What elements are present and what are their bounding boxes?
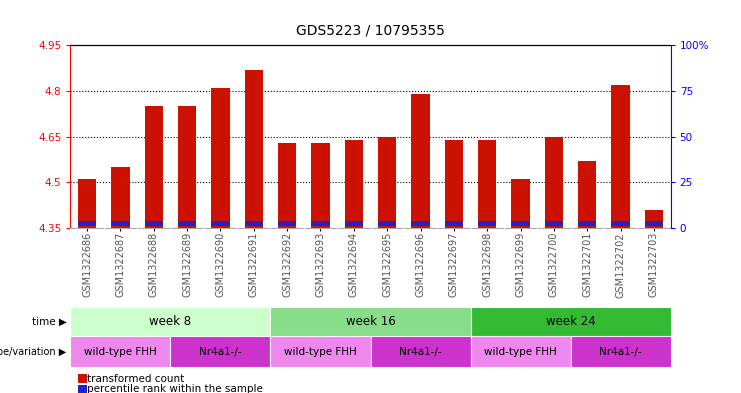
Bar <box>445 221 463 226</box>
Bar <box>111 167 130 228</box>
Bar <box>111 221 130 226</box>
Bar <box>645 209 663 228</box>
Text: week 24: week 24 <box>545 315 596 328</box>
Bar <box>611 221 630 226</box>
Bar <box>211 88 230 228</box>
Bar <box>370 336 471 367</box>
Bar <box>278 221 296 226</box>
Bar <box>270 307 471 336</box>
Text: GDS5223 / 10795355: GDS5223 / 10795355 <box>296 23 445 37</box>
Text: wild-type FHH: wild-type FHH <box>484 347 557 357</box>
Text: Nr4a1-/-: Nr4a1-/- <box>199 347 242 357</box>
Bar <box>78 179 96 228</box>
Bar <box>78 375 87 383</box>
Text: week 8: week 8 <box>150 315 191 328</box>
Bar <box>245 221 263 226</box>
Text: percentile rank within the sample: percentile rank within the sample <box>87 384 262 393</box>
Bar <box>411 221 430 226</box>
Bar <box>571 336 671 367</box>
Bar <box>311 143 330 228</box>
Bar <box>211 221 230 226</box>
Bar <box>445 140 463 228</box>
Bar <box>511 179 530 228</box>
Bar <box>170 336 270 367</box>
Bar <box>345 140 363 228</box>
Bar <box>70 336 170 367</box>
Text: Nr4a1-/-: Nr4a1-/- <box>599 347 642 357</box>
Bar <box>511 221 530 226</box>
Bar <box>78 221 96 226</box>
Bar <box>578 161 597 228</box>
Bar <box>645 221 663 226</box>
Bar <box>178 221 196 226</box>
Bar <box>545 136 563 228</box>
Text: wild-type FHH: wild-type FHH <box>84 347 157 357</box>
Bar <box>311 221 330 226</box>
Bar <box>478 221 496 226</box>
Text: wild-type FHH: wild-type FHH <box>284 347 357 357</box>
Bar <box>471 336 571 367</box>
Bar <box>411 94 430 228</box>
Bar <box>578 221 597 226</box>
Bar <box>471 307 671 336</box>
Bar <box>270 336 370 367</box>
Bar <box>70 307 270 336</box>
Text: week 16: week 16 <box>345 315 396 328</box>
Bar <box>278 143 296 228</box>
Bar <box>245 70 263 228</box>
Text: Nr4a1-/-: Nr4a1-/- <box>399 347 442 357</box>
Bar <box>478 140 496 228</box>
Text: genotype/variation ▶: genotype/variation ▶ <box>0 347 67 357</box>
Bar <box>545 221 563 226</box>
Bar <box>178 106 196 228</box>
Bar <box>144 106 163 228</box>
Bar <box>611 85 630 228</box>
Bar <box>378 136 396 228</box>
Bar <box>378 221 396 226</box>
Text: transformed count: transformed count <box>87 374 184 384</box>
Bar <box>78 385 87 393</box>
Bar <box>345 221 363 226</box>
Text: time ▶: time ▶ <box>32 316 67 326</box>
Bar <box>144 221 163 226</box>
